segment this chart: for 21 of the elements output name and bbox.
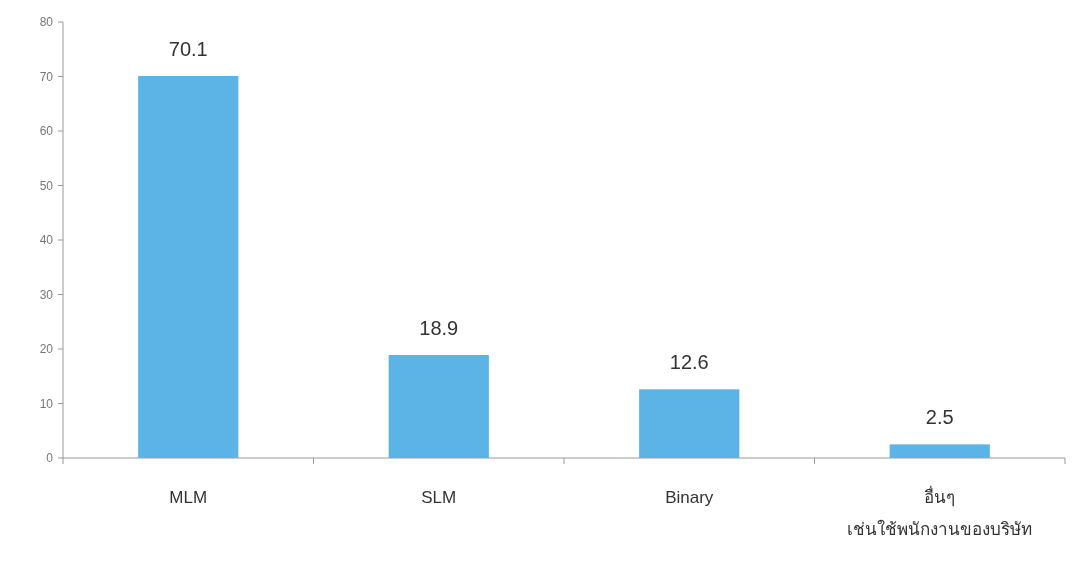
- data-label: 12.6: [669, 351, 709, 374]
- bar: [889, 444, 990, 458]
- bar: [639, 389, 740, 458]
- data-label: 18.9: [419, 316, 459, 339]
- x-tick-label: Binary: [665, 488, 714, 507]
- data-label: 70.1: [168, 37, 208, 60]
- y-tick-label: 50: [39, 178, 54, 193]
- y-tick-label: 60: [39, 124, 54, 138]
- bar: [388, 355, 489, 458]
- x-tick-label: SLM: [421, 488, 457, 507]
- y-tick-label: 70: [39, 69, 54, 84]
- x-tick-label: อื่นๆ เช่นใช้พนักงานของบริษัท: [847, 485, 1033, 539]
- y-tick-label: 80: [39, 15, 54, 29]
- y-tick-label: 40: [39, 233, 54, 247]
- y-tick-label: 30: [39, 287, 54, 302]
- x-tick-label: MLM: [169, 488, 208, 507]
- data-label: 2.5: [925, 406, 954, 429]
- y-tick-label: 0: [46, 451, 54, 465]
- bar: [138, 75, 239, 458]
- y-tick-label: 20: [39, 342, 54, 356]
- y-tick-label: 10: [39, 396, 54, 411]
